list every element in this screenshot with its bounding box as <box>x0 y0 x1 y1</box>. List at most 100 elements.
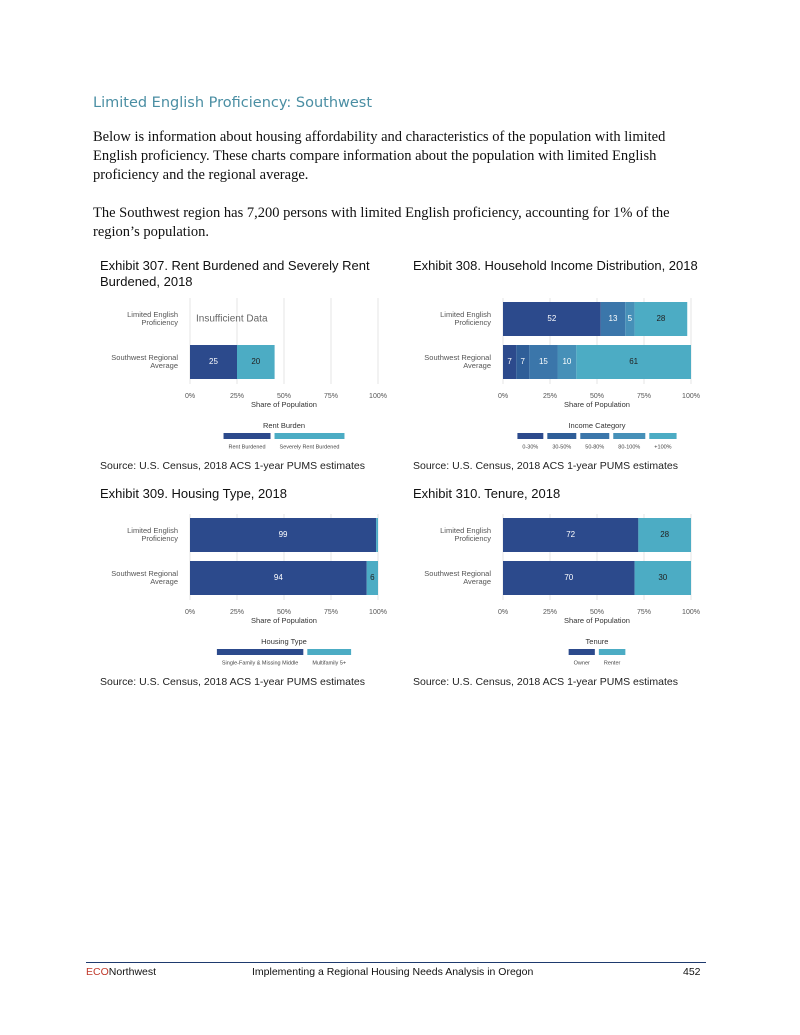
bar-segment <box>529 345 558 379</box>
value-label: 6 <box>370 573 375 582</box>
x-tick-label: 25% <box>230 609 244 616</box>
legend-swatch <box>547 433 577 439</box>
x-tick-label: 50% <box>277 609 291 616</box>
bar-segment <box>638 518 691 552</box>
x-tick-label: 0% <box>498 393 508 400</box>
value-label: 20 <box>251 357 260 366</box>
heading: Limited English Proficiency: Southwest <box>93 95 373 111</box>
chart-title: Exhibit 308. Household Income Distributi… <box>413 258 698 273</box>
bar-segment <box>503 561 635 595</box>
legend-swatch <box>517 433 544 439</box>
bar-segment <box>503 302 601 336</box>
x-tick-label: 0% <box>185 393 195 400</box>
value-label: 70 <box>564 573 573 582</box>
legend-swatch <box>613 433 646 439</box>
x-tick-label: 25% <box>543 609 557 616</box>
bar-segment <box>366 561 378 595</box>
value-label: 15 <box>539 357 548 366</box>
value-label: 99 <box>279 530 288 539</box>
bar-segment <box>190 518 377 552</box>
x-tick-label: 75% <box>324 393 338 400</box>
legend-swatch <box>580 433 610 439</box>
legend-label: 80-100% <box>618 444 640 450</box>
x-tick-label: 100% <box>682 393 700 400</box>
annotation: Insufficient Data <box>196 314 268 325</box>
x-tick-label: 0% <box>185 609 195 616</box>
page-number: 452 <box>683 966 701 978</box>
bar-segment <box>376 518 378 552</box>
legend-swatch <box>598 649 626 655</box>
value-label: 28 <box>656 314 665 323</box>
legend-label: Owner <box>574 660 590 666</box>
x-tick-label: 100% <box>369 393 387 400</box>
brand-eco: ECO <box>86 966 109 978</box>
bar-segment <box>600 302 626 336</box>
legend-label: Single-Family & Missing Middle <box>222 660 298 666</box>
value-label: 28 <box>660 530 669 539</box>
x-axis-label: Share of Population <box>564 400 630 409</box>
category-label: Limited English Proficiency <box>440 309 491 327</box>
legend-title: Housing Type <box>261 637 307 646</box>
footer-rule <box>86 962 706 963</box>
value-label: 10 <box>562 357 571 366</box>
chart-title: Exhibit 309. Housing Type, 2018 <box>100 486 287 501</box>
legend-title: Tenure <box>586 637 609 646</box>
legend-label: Multifamily 5+ <box>312 660 346 666</box>
paragraph: The Southwest region has 7,200 persons w… <box>93 205 670 240</box>
bar-segment <box>237 345 275 379</box>
bar-segment <box>503 345 517 379</box>
x-axis-label: Share of Population <box>251 616 317 625</box>
legend-swatch <box>274 433 345 439</box>
legend-swatch <box>216 649 304 655</box>
chart-source: Source: U.S. Census, 2018 ACS 1-year PUM… <box>413 460 678 472</box>
value-label: 94 <box>274 573 283 582</box>
x-tick-label: 75% <box>637 393 651 400</box>
category-label: Limited English Proficiency <box>127 525 178 543</box>
legend-swatch <box>307 649 352 655</box>
chart-title: Exhibit 310. Tenure, 2018 <box>413 486 561 501</box>
value-label: 13 <box>609 314 618 323</box>
bar-segment <box>634 561 691 595</box>
legend-label: 30-50% <box>552 444 571 450</box>
x-axis-label: Share of Population <box>564 616 630 625</box>
value-label: 25 <box>209 357 218 366</box>
value-label: 61 <box>629 357 638 366</box>
category-label: Southwest Regional Average <box>424 568 491 586</box>
bar-segment <box>516 345 530 379</box>
bar-segment <box>634 302 688 336</box>
bar-segment <box>503 518 639 552</box>
bar-segment <box>190 345 237 379</box>
category-label: Limited English Proficiency <box>440 525 491 543</box>
legend-swatch <box>568 649 595 655</box>
x-tick-label: 25% <box>230 393 244 400</box>
legend-label: Rent Burdened <box>229 444 266 450</box>
chart-source: Source: U.S. Census, 2018 ACS 1-year PUM… <box>413 676 678 688</box>
legend-title: Income Category <box>568 421 625 430</box>
bar-segment <box>190 561 367 595</box>
x-axis-label: Share of Population <box>251 400 317 409</box>
legend-swatch <box>649 433 677 439</box>
brand-rest: Northwest <box>108 966 157 978</box>
legend-label: Severely Rent Burdened <box>280 444 340 450</box>
x-tick-label: 50% <box>277 393 291 400</box>
value-label: 72 <box>566 530 575 539</box>
x-tick-label: 50% <box>590 609 604 616</box>
chart-source: Source: U.S. Census, 2018 ACS 1-year PUM… <box>100 460 365 472</box>
legend-title: Rent Burden <box>263 421 305 430</box>
x-tick-label: 75% <box>324 609 338 616</box>
legend-swatch <box>223 433 271 439</box>
x-tick-label: 25% <box>543 393 557 400</box>
bar-segment <box>625 302 635 336</box>
category-label: Southwest Regional Average <box>111 352 178 370</box>
legend-label: Renter <box>604 660 621 666</box>
value-label: 5 <box>628 314 633 323</box>
x-tick-label: 50% <box>590 393 604 400</box>
value-label: 30 <box>658 573 667 582</box>
legend-label: 0-30% <box>522 444 538 450</box>
footer-title: Implementing a Regional Housing Needs An… <box>252 966 534 978</box>
chart-title: Exhibit 307. Rent Burdened and Severely … <box>100 258 370 289</box>
paragraph: Below is information about housing affor… <box>93 129 666 183</box>
x-tick-label: 100% <box>369 609 387 616</box>
